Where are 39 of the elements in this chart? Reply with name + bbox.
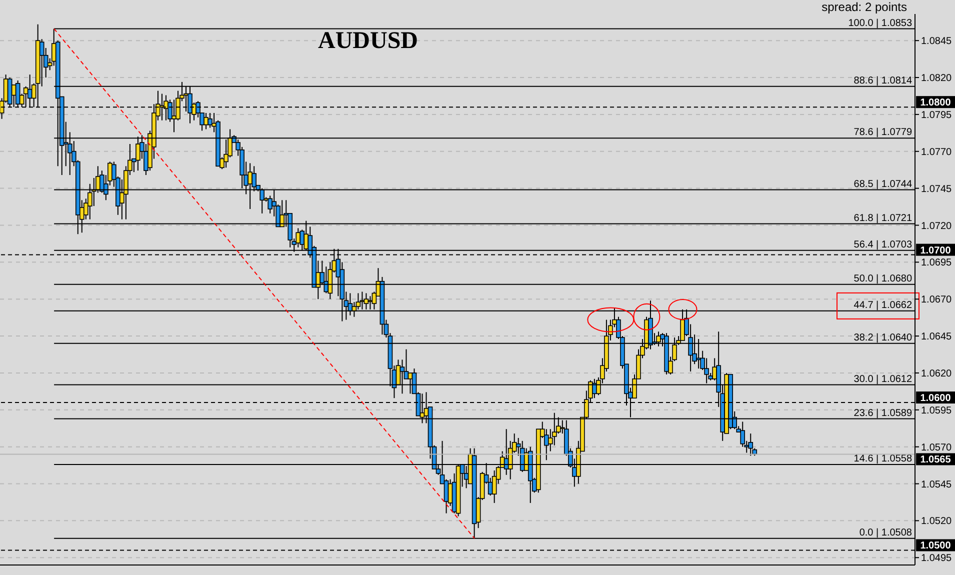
y-tick-label: 1.0570 — [921, 442, 952, 454]
y-tick-label: 1.0820 — [921, 73, 952, 84]
ref-line-label: 23.6 | 1.0589 — [854, 408, 912, 419]
ref-line-label: 1.0800 — [920, 98, 952, 109]
y-tick-label: 1.0545 — [921, 479, 952, 490]
ref-line-label: 56.4 | 1.0703 — [854, 239, 912, 250]
candlestick — [208, 112, 212, 128]
candlestick — [492, 470, 497, 504]
y-tick-label: 1.0770 — [921, 146, 952, 158]
ref-line-label: 100.0 | 1.0853 — [848, 18, 912, 29]
annotation: spread: 2 points — [822, 0, 907, 14]
ref-line-label: 30.0 | 1.0612 — [854, 374, 912, 385]
y-tick-label: 1.0845 — [921, 36, 952, 48]
candlestick — [748, 433, 754, 456]
y-tick-label: 1.0720 — [921, 220, 952, 232]
ref-line-label: 61.8 | 1.0721 — [854, 212, 912, 224]
y-tick-label: 1.0495 — [921, 553, 952, 564]
candlestick — [39, 38, 44, 87]
ref-line-label: 50.0 | 1.0680 — [854, 273, 912, 284]
ref-line-label: 88.6 | 1.0814 — [854, 75, 912, 86]
ref-line-label: 38.2 | 1.0640 — [854, 332, 912, 344]
ref-line-label: 14.6 | 1.0558 — [854, 454, 912, 465]
ref-line-label: 1.0500 — [920, 540, 952, 552]
y-tick-label: 1.0620 — [921, 368, 952, 380]
y-tick-label: 1.0670 — [921, 294, 952, 306]
y-tick-label: 1.0595 — [921, 405, 952, 416]
y-tick-label: 1.0695 — [921, 258, 952, 269]
ref-line-label: 68.5 | 1.0744 — [854, 178, 912, 190]
ref-line-label: 1.0700 — [920, 245, 952, 256]
ref-line-label: 1.0565 — [920, 454, 952, 466]
ref-line-label: 0.0 | 1.0508 — [859, 527, 912, 538]
y-tick-label: 1.0795 — [921, 110, 952, 121]
y-tick-label: 1.0745 — [921, 184, 952, 195]
y-tick-label: 1.0520 — [921, 516, 952, 528]
ref-line-label: 44.7 | 1.0662 — [854, 300, 912, 311]
y-tick-label: 1.0645 — [921, 332, 952, 343]
ref-line-label: 1.0600 — [920, 393, 952, 404]
text: AUDUSD — [318, 28, 418, 55]
ref-line-label: 78.6 | 1.0779 — [854, 127, 912, 138]
